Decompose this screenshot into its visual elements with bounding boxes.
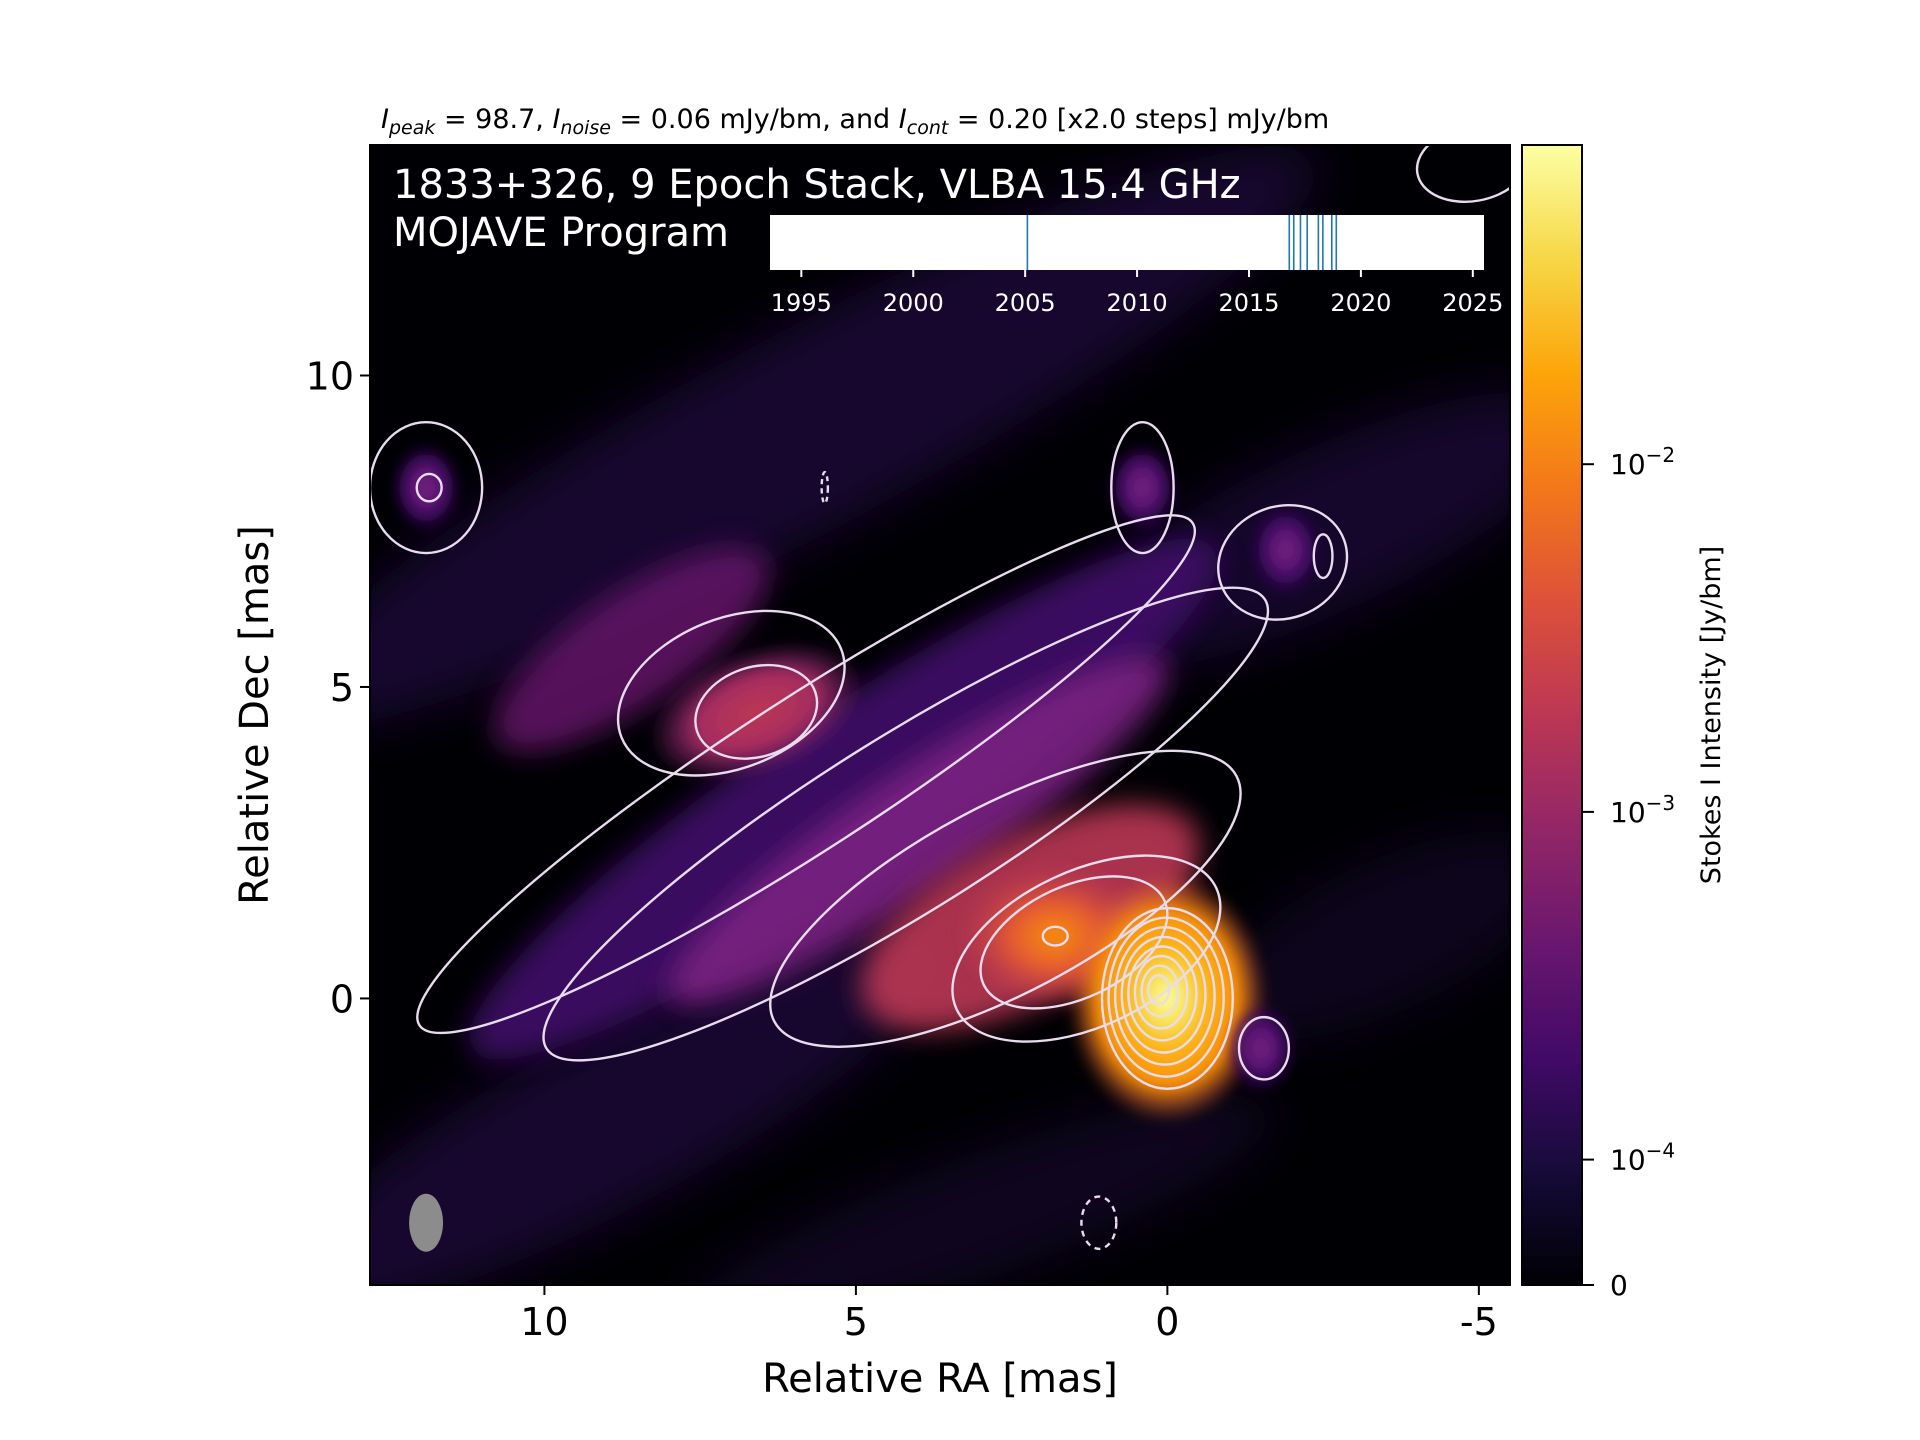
timeline-box bbox=[770, 215, 1484, 270]
jet-contour bbox=[769, 749, 1242, 1048]
knot-contour bbox=[951, 854, 1222, 1043]
colorbar-tick-label: 10−3 bbox=[1610, 791, 1675, 829]
colorbar-tick-label: 0 bbox=[1610, 1269, 1628, 1302]
jet-body bbox=[493, 547, 770, 752]
image-title-line2: MOJAVE Program bbox=[393, 210, 729, 256]
x-tick-label: -5 bbox=[1460, 1300, 1498, 1344]
x-tick-label: 10 bbox=[520, 1300, 568, 1344]
isolated-emission bbox=[1108, 444, 1177, 532]
timeline-tick-label: 2025 bbox=[1442, 289, 1503, 317]
timeline-tick-label: 2000 bbox=[883, 289, 944, 317]
beam-ellipse bbox=[409, 1193, 444, 1252]
haze-band bbox=[687, 1094, 1274, 1285]
image-title-line1: 1833+326, 9 Epoch Stack, VLBA 15.4 GHz bbox=[393, 162, 1241, 208]
isolated-contour bbox=[1110, 421, 1175, 555]
isolated-emission bbox=[1251, 506, 1320, 594]
timeline-tick-label: 1995 bbox=[771, 289, 832, 317]
jet-body bbox=[668, 655, 1169, 1005]
timeline-tick-label: 2010 bbox=[1107, 289, 1168, 317]
y-tick-label: 10 bbox=[306, 354, 354, 398]
haze-band bbox=[1213, 832, 1510, 1041]
colorbar-label: Stokes I Intensity [Jy/bm] bbox=[1696, 546, 1727, 884]
epoch-timeline: 1995 2000 2005 2010 2015 2020 2025 bbox=[770, 215, 1503, 317]
haze-band bbox=[370, 146, 1319, 730]
negative-contour bbox=[820, 470, 830, 505]
timeline-tick-label: 2005 bbox=[995, 289, 1056, 317]
timeline-tick-label: 2015 bbox=[1218, 289, 1279, 317]
colorbar-tick-label: 10−4 bbox=[1610, 1139, 1675, 1177]
isolated-contour bbox=[370, 421, 484, 555]
isolated-emission bbox=[1226, 1004, 1296, 1092]
isolated-contour bbox=[1237, 1015, 1291, 1081]
core-contour bbox=[1127, 945, 1198, 1042]
y-tick-label: 0 bbox=[330, 977, 354, 1021]
jet-contour bbox=[542, 586, 1270, 1062]
core-contour bbox=[1120, 935, 1207, 1054]
jet-knot bbox=[648, 641, 864, 782]
y-axis-label: Relative Dec [mas] bbox=[232, 525, 278, 905]
noise-header: Ipeak = 98.7, Inoise = 0.06 mJy/bm, and … bbox=[381, 104, 1329, 139]
isolated-emission bbox=[391, 444, 461, 532]
knot-contour bbox=[1041, 925, 1069, 947]
timeline-tick-label: 2020 bbox=[1330, 289, 1391, 317]
isolated-contour bbox=[1415, 145, 1510, 203]
colorbar-tick-label: 10−2 bbox=[1610, 443, 1675, 481]
intensity-map bbox=[370, 145, 1510, 1285]
core-contour bbox=[1133, 954, 1189, 1030]
x-tick-label: 5 bbox=[844, 1300, 868, 1344]
x-axis-label: Relative RA [mas] bbox=[762, 1356, 1118, 1402]
map-frame bbox=[369, 144, 1511, 1286]
isolated-contour bbox=[1312, 533, 1334, 580]
colorbar bbox=[1521, 144, 1583, 1286]
negative-contour bbox=[1080, 1195, 1118, 1251]
isolated-contour bbox=[415, 472, 443, 503]
jet-body bbox=[468, 538, 1219, 1060]
knot-contour bbox=[616, 609, 846, 777]
x-tick-label: 0 bbox=[1155, 1300, 1179, 1344]
knot-contour bbox=[979, 875, 1169, 1010]
y-tick-label: 5 bbox=[330, 666, 354, 710]
knot-contour bbox=[694, 663, 819, 760]
jet-contour bbox=[416, 514, 1197, 1035]
core-contour bbox=[1140, 964, 1180, 1018]
isolated-contour bbox=[1217, 503, 1349, 621]
